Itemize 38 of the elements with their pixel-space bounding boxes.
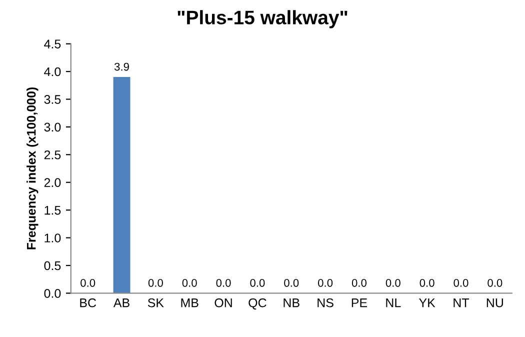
y-tick-label: 4.5 [44,40,61,48]
x-tick-label: NB [284,298,300,308]
data-label: 0.0 [386,278,400,287]
chart-title: "Plus-15 walkway" [178,10,348,28]
x-tick-label: PE [352,298,368,308]
data-label: 0.0 [80,278,96,287]
y-tick-label: 2.5 [44,150,61,160]
x-tick-label: MB [181,298,198,308]
data-label: 0.0 [488,278,502,287]
x-tick-label: NL [386,298,401,308]
y-tick-label: 3.5 [44,95,61,104]
data-label: 0.0 [182,278,197,287]
y-tick-label: 4.0 [44,67,61,76]
x-tick-label: QC [248,298,266,310]
x-tick-label: ON [214,298,232,308]
data-label: 0.0 [250,278,265,287]
x-tick-label: NS [318,298,334,308]
y-tick-label: 0.5 [44,261,61,270]
y-tick-label: 1.5 [44,206,61,215]
data-label: 0.0 [318,278,333,287]
x-tick-label: BC [80,298,96,308]
data-label: 0.0 [148,278,163,287]
x-tick-label: NT [454,298,470,308]
data-label: 0.0 [352,278,367,287]
data-label: 0.0 [420,278,434,287]
data-label: 0.0 [454,278,468,287]
data-label: 0.0 [284,278,299,287]
y-tick-label: 1.0 [44,234,61,242]
data-label: 0.0 [216,278,231,287]
x-tick-label: AB [113,298,130,308]
y-tick-label: 0.0 [44,288,61,298]
data-label: 3.9 [114,62,129,71]
x-tick-label: YK [419,298,436,308]
y-axis-title: Frequency index (x100,000) [26,87,38,250]
x-tick-label: NU [486,298,503,308]
y-tick-label: 2.0 [44,178,61,188]
y-tick-label: 3.0 [44,122,61,132]
x-tick-label: SK [148,298,164,308]
